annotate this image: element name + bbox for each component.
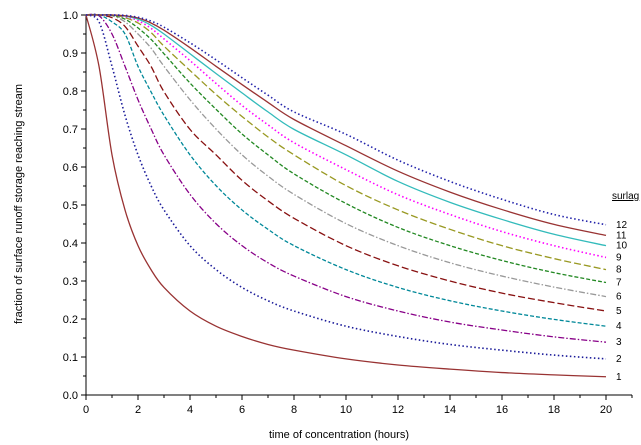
x-tick-label: 2 [135,404,141,416]
x-axis-title: time of concentration (hours) [269,429,409,441]
y-axis-title: fraction of surface runoff storage reach… [13,84,25,324]
series-label-3: 3 [616,337,622,348]
y-tick-label: 0.0 [63,390,78,402]
x-tick-label: 4 [187,404,193,416]
x-tick-label: 16 [496,404,508,416]
series-layer [85,13,607,378]
series-label-4: 4 [616,321,622,332]
series-label-6: 6 [616,292,622,303]
series-label-5: 5 [616,306,622,317]
series-label-1: 1 [616,372,622,383]
series-line-5 [85,14,607,312]
x-tick-label: 14 [444,404,456,416]
y-tick-label: 0.4 [63,238,78,250]
y-tick-label: 0.9 [63,48,78,60]
series-line-7 [85,14,607,284]
y-tick-label: 0.7 [63,124,78,136]
series-line-9 [86,14,607,259]
x-tick-label: 18 [548,404,560,416]
y-tick-label: 0.6 [63,162,78,174]
series-label-9: 9 [616,252,622,263]
x-tick-label: 10 [340,404,352,416]
y-tick-label: 0.8 [63,86,78,98]
y-tick-label: 0.2 [63,314,78,326]
x-tick-label: 0 [83,404,89,416]
x-tick-label: 12 [392,404,404,416]
series-label-10: 10 [616,241,628,252]
series-line-1 [85,14,607,378]
legend-title: surlag [612,191,639,202]
series-label-12: 12 [616,220,628,231]
series-line-6 [85,14,607,298]
series-label-7: 7 [616,278,622,289]
axes: 0 2 4 6 8 10 12 14 16 18 200.00.10.20.30.40.50.60.… [63,10,633,416]
y-tick-label: 0.1 [63,352,78,364]
series-line-3 [85,13,607,343]
y-tick-label: 0.5 [63,200,78,212]
series-label-11: 11 [616,230,627,241]
y-tick-label: 0.3 [63,276,78,288]
series-line-4 [85,13,607,327]
y-tick-label: 1.0 [63,10,78,22]
series-line-2 [85,14,607,360]
series-label-8: 8 [616,265,622,276]
x-tick-label: 8 [291,404,297,416]
series-line-12 [86,14,607,226]
series-label-2: 2 [616,354,622,365]
x-tick-label: 6 [239,404,245,416]
series-line-8 [86,14,607,271]
x-tick-label: 20 [600,404,612,416]
series-line-11 [86,14,607,237]
